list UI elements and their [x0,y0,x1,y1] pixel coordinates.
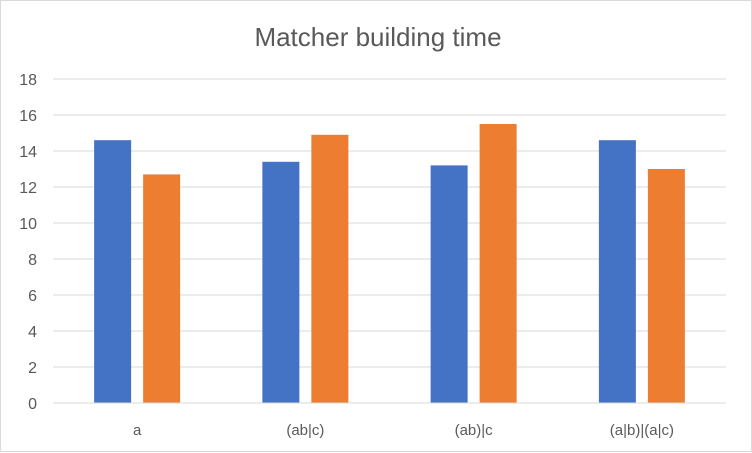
x-tick-label: (ab)|c [455,422,494,439]
x-axis-tick-labels: a (ab|c) (ab)|c (a|b)|(a|c) [133,422,674,439]
y-tick-label: 12 [19,180,37,197]
y-tick-label: 8 [28,252,37,269]
bars [94,124,685,404]
x-tick-label: a [133,422,142,439]
y-axis-tick-labels: 0 2 4 6 8 10 12 14 16 18 [19,72,37,413]
bar-series-1-0 [94,140,132,403]
y-tick-label: 2 [28,360,37,377]
x-tick-label: (ab|c) [286,422,324,439]
x-tick-label: (a|b)|(a|c) [610,422,674,439]
bar-series-2-2 [479,124,517,403]
y-tick-label: 14 [19,144,37,161]
y-tick-label: 4 [28,324,37,341]
y-tick-label: 16 [19,108,37,125]
bar-series-2-3 [647,169,685,403]
bar-series-2-0 [143,174,181,403]
y-tick-label: 0 [28,396,37,413]
bar-series-2-1 [311,134,349,404]
bar-series-1-3 [598,140,636,403]
bar-series-1-2 [430,165,468,403]
chart-title: Matcher building time [254,22,501,52]
bar-series-1-1 [262,161,300,403]
y-tick-label: 10 [19,216,37,233]
y-tick-label: 6 [28,288,37,305]
y-tick-label: 18 [19,72,37,89]
